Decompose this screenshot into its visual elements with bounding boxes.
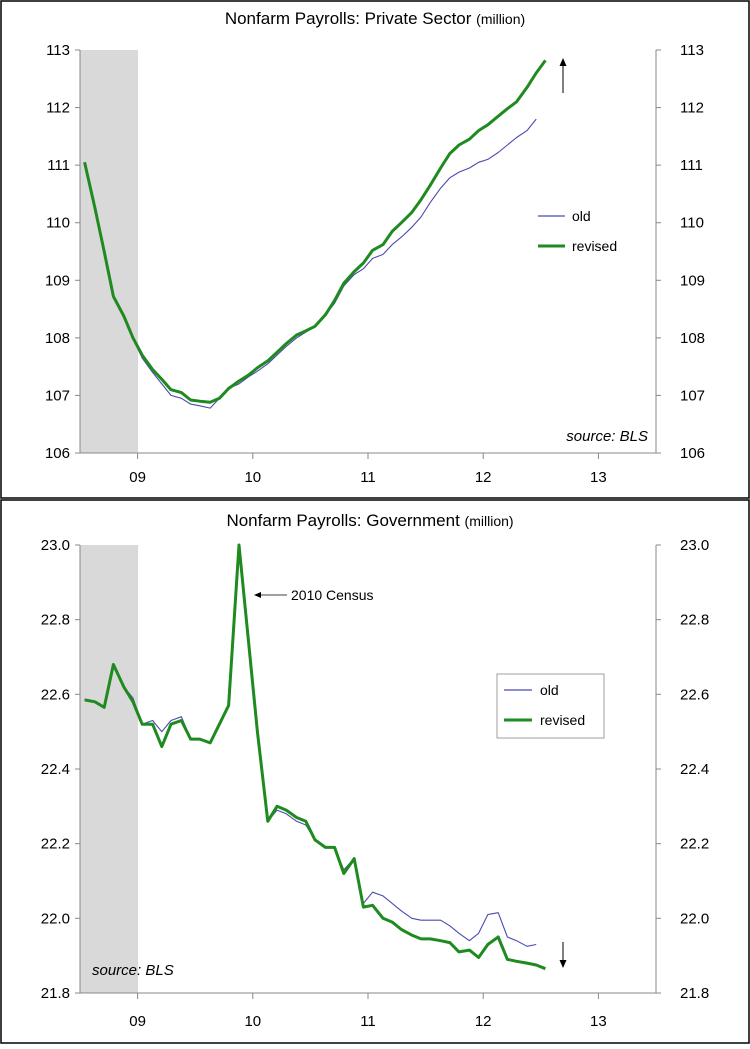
y-tick-label: 112 (46, 100, 70, 117)
y-tick-label-right: 22.2 (680, 836, 709, 853)
x-tick-label: 11 (360, 1013, 376, 1030)
source-label: source: BLS (92, 962, 174, 979)
chart-title-unit: (million) (476, 11, 525, 27)
axis-ticks: 21.8 21.8 22.0 22.0 22.2 22.2 22.4 22.4 22.6 22.6… (41, 537, 709, 1030)
y-tick-label-right: 22.6 (680, 686, 709, 703)
annotation-label: 2010 Census (291, 587, 374, 603)
government-chart: Nonfarm Payrolls: Government (million) 2… (0, 499, 750, 1044)
source-label: source: BLS (566, 428, 648, 445)
y-tick-label: 22.0 (41, 910, 70, 927)
y-tick-label-right: 22.0 (680, 910, 709, 927)
y-tick-label: 109 (45, 272, 70, 289)
y-tick-label: 108 (45, 330, 70, 347)
y-tick-label: 23.0 (41, 537, 70, 554)
y-tick-label: 107 (45, 387, 70, 404)
y-tick-label-right: 107 (680, 387, 705, 404)
chart-title: Nonfarm Payrolls: Government (million) (226, 511, 513, 530)
y-tick-label: 22.4 (41, 761, 70, 778)
private-sector-chart: Nonfarm Payrolls: Private Sector (millio… (0, 0, 750, 499)
chart-title-text: Nonfarm Payrolls: Private Sector (225, 9, 472, 28)
series-lines (83, 59, 547, 409)
chart-title-unit: (million) (465, 513, 514, 529)
y-tick-label: 21.8 (41, 985, 70, 1002)
y-tick-label-right: 22.4 (680, 761, 709, 778)
y-tick-label: 22.6 (41, 686, 70, 703)
up-arrow (559, 58, 567, 93)
series-lines (84, 543, 546, 971)
legend: old revised (538, 208, 617, 254)
y-tick-label-right: 106 (680, 445, 705, 462)
series-line-revised (84, 543, 546, 971)
y-tick-label: 110 (46, 215, 70, 232)
y-tick-label-right: 23.0 (680, 537, 709, 554)
y-tick-label-right: 21.8 (680, 985, 709, 1002)
y-tick-label: 22.8 (41, 612, 70, 629)
recession-shading (80, 545, 139, 993)
chart-title-text: Nonfarm Payrolls: Government (226, 511, 460, 530)
y-tick-label: 111 (47, 157, 70, 174)
y-tick-label-right: 112 (680, 100, 704, 117)
y-tick-label-right: 22.8 (680, 612, 709, 629)
down-arrow (559, 942, 567, 968)
x-tick-label: 09 (129, 469, 146, 486)
legend-label-revised: revised (572, 238, 617, 254)
axis-ticks: 106 106 107 107 108 108 109 109 110 110 111 111 112 1… (45, 42, 705, 486)
annotation-arrowhead (254, 592, 261, 598)
series-line-revised (83, 59, 547, 404)
x-tick-label: 10 (244, 469, 261, 486)
legend-box (496, 673, 605, 739)
x-tick-label: 13 (590, 1013, 607, 1030)
y-tick-label: 113 (46, 42, 70, 59)
x-tick-label: 12 (475, 1013, 492, 1030)
x-tick-label: 10 (244, 1013, 261, 1030)
legend-label-old: old (572, 208, 591, 224)
y-tick-label-right: 109 (680, 272, 705, 289)
legend-label-revised: revised (540, 712, 585, 728)
x-tick-label: 09 (129, 1013, 146, 1030)
x-tick-label: 13 (590, 469, 607, 486)
census-annotation: 2010 Census (254, 587, 374, 603)
legend: old revised (496, 673, 605, 739)
y-tick-label-right: 113 (680, 42, 704, 59)
x-tick-label: 11 (360, 469, 376, 486)
legend-label-old: old (540, 682, 559, 698)
chart-title: Nonfarm Payrolls: Private Sector (millio… (225, 9, 525, 28)
y-tick-label: 106 (45, 445, 70, 462)
y-tick-label-right: 110 (680, 215, 704, 232)
y-tick-label-right: 111 (680, 157, 703, 174)
x-tick-label: 12 (475, 469, 492, 486)
y-tick-label: 22.2 (41, 836, 70, 853)
recession-shading (80, 50, 139, 453)
y-tick-label-right: 108 (680, 330, 705, 347)
